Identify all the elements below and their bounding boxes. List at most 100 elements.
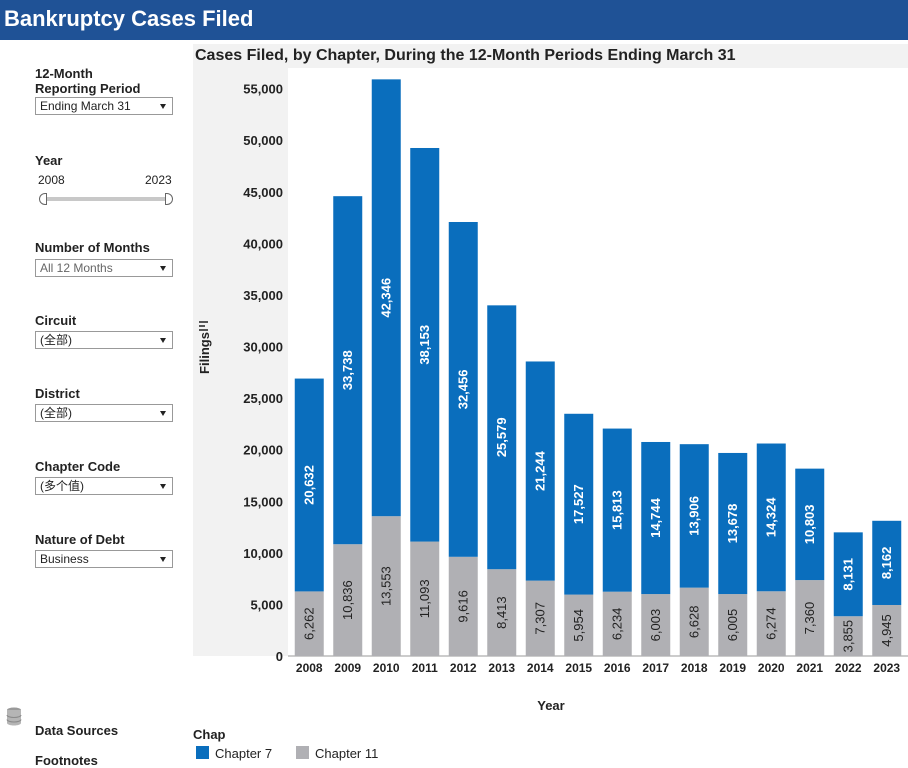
data-label-chapter7: 25,579 — [494, 417, 509, 457]
nature-of-debt-value: Business — [40, 552, 89, 566]
bar-chapter7 — [756, 443, 786, 592]
bar-chapter7 — [448, 221, 478, 557]
x-axis-label: Year — [537, 698, 564, 713]
database-icon — [6, 707, 22, 726]
bar-chapter11 — [525, 580, 555, 656]
bar-chapter7 — [872, 520, 902, 605]
y-tick-label: 0 — [276, 649, 283, 664]
x-tick-label: 2011 — [412, 661, 438, 675]
data-label-chapter7: 13,678 — [725, 504, 740, 544]
x-tick-label: 2018 — [681, 661, 708, 675]
chevron-down-icon — [160, 411, 166, 416]
year-slider-max-handle[interactable] — [165, 193, 173, 205]
district-label: District — [35, 386, 80, 401]
data-label-chapter11: 10,836 — [340, 580, 355, 620]
data-label-chapter7: 42,346 — [379, 278, 394, 318]
data-sources-link[interactable]: Data Sources — [35, 723, 119, 738]
bar-chart: 0 5,000 10,000 15,000 20,000 25,000 30,000 35,0… — [193, 68, 908, 713]
data-label-chapter11: 9,616 — [456, 590, 471, 623]
bar-chapter11 — [602, 591, 632, 656]
y-tick-label: 30,000 — [243, 340, 283, 355]
x-tick-label: 2008 — [296, 661, 323, 675]
legend-swatch-chapter11 — [296, 746, 309, 759]
reporting-period-label-line1: 12-Month — [35, 66, 93, 81]
data-label-chapter7: 13,906 — [687, 496, 702, 536]
data-label-chapter11: 6,628 — [687, 606, 702, 639]
district-dropdown[interactable]: (全部) — [35, 404, 173, 422]
data-label-chapter11: 6,234 — [610, 608, 625, 641]
x-tick-label: 2010 — [373, 661, 400, 675]
bars: 6,262 20,632 10,836 33,738 13,553 42,346 11,09… — [294, 79, 902, 656]
legend-item-chapter7[interactable]: Chapter 7 — [215, 746, 273, 761]
legend-swatch-chapter7 — [196, 746, 209, 759]
page-title: Bankruptcy Cases Filed — [4, 6, 254, 31]
y-tick-label: 55,000 — [243, 82, 283, 97]
data-label-chapter11: 3,855 — [841, 620, 856, 653]
bar-chapter11 — [795, 580, 825, 656]
data-label-chapter7: 10,803 — [802, 504, 817, 544]
circuit-label: Circuit — [35, 313, 77, 328]
x-tick-label: 2017 — [642, 661, 669, 675]
bar-chapter7 — [294, 378, 324, 592]
bar-chapter7 — [679, 444, 709, 588]
bar-chapter7 — [795, 468, 825, 581]
x-tick-label: 2014 — [527, 661, 554, 675]
bar-chapter11 — [679, 587, 709, 656]
bar-chapter11 — [487, 569, 517, 656]
y-tick-label: 15,000 — [243, 494, 283, 509]
header-bar: Bankruptcy Cases Filed — [0, 0, 908, 40]
year-slider-min-handle[interactable] — [39, 193, 47, 205]
footnotes-link[interactable]: Footnotes — [35, 753, 98, 768]
nature-of-debt-dropdown[interactable]: Business — [35, 550, 173, 568]
year-slider-track[interactable] — [42, 197, 170, 201]
data-label-chapter7: 20,632 — [302, 465, 317, 505]
chevron-down-icon — [160, 557, 166, 562]
data-label-chapter11: 7,307 — [533, 602, 548, 635]
x-tick-label: 2013 — [488, 661, 515, 675]
axis-panel-background — [193, 68, 288, 656]
data-label-chapter11: 5,954 — [571, 609, 586, 642]
data-label-chapter11: 11,093 — [417, 579, 432, 618]
months-dropdown[interactable]: All 12 Months — [35, 259, 173, 277]
year-max-value: 2023 — [145, 173, 172, 187]
y-tick-label: 20,000 — [243, 443, 283, 458]
bar-chapter7 — [564, 413, 594, 595]
bar-chapter11 — [410, 541, 440, 656]
chevron-down-icon — [160, 484, 166, 489]
circuit-dropdown[interactable]: (全部) — [35, 331, 173, 349]
year-min-value: 2008 — [38, 173, 65, 187]
bar-chapter7 — [641, 441, 671, 595]
chevron-down-icon — [160, 338, 166, 343]
data-label-chapter7: 32,456 — [456, 370, 471, 410]
x-tick-label: 2019 — [719, 661, 746, 675]
reporting-period-value: Ending March 31 — [40, 99, 131, 113]
data-label-chapter7: 21,244 — [533, 450, 548, 491]
x-tick-label: 2015 — [565, 661, 592, 675]
legend-item-chapter11[interactable]: Chapter 11 — [315, 746, 379, 761]
data-label-chapter7: 17,527 — [571, 484, 586, 524]
chapter-code-label: Chapter Code — [35, 459, 121, 474]
bar-chapter11 — [756, 591, 786, 656]
reporting-period-dropdown[interactable]: Ending March 31 — [35, 97, 173, 115]
chart-title: Cases Filed, by Chapter, During the 12-M… — [193, 44, 908, 68]
x-tick-label: 2020 — [758, 661, 785, 675]
data-label-chapter11: 8,413 — [494, 596, 509, 629]
reporting-period-label-line2: Reporting Period — [35, 81, 141, 96]
data-label-chapter11: 6,262 — [302, 607, 317, 640]
nature-of-debt-label: Nature of Debt — [35, 532, 125, 547]
x-tick-label: 2022 — [835, 661, 862, 675]
y-tick-label: 25,000 — [243, 391, 283, 406]
data-label-chapter11: 13,553 — [379, 566, 394, 606]
bar-chapter11 — [371, 516, 401, 656]
bar-chapter11 — [294, 591, 324, 656]
chevron-down-icon — [160, 266, 166, 271]
chapter-code-dropdown[interactable]: (多个值) — [35, 477, 173, 495]
months-value: All 12 Months — [40, 261, 113, 275]
y-tick-label: 5,000 — [250, 597, 283, 612]
filter-icon[interactable] — [199, 321, 208, 331]
reporting-period-label: 12-Month Reporting Period — [35, 66, 140, 96]
bar-chapter7 — [371, 79, 401, 517]
bar-chapter11 — [833, 616, 863, 656]
y-tick-label: 45,000 — [243, 185, 283, 200]
x-tick-label: 2021 — [796, 661, 823, 675]
